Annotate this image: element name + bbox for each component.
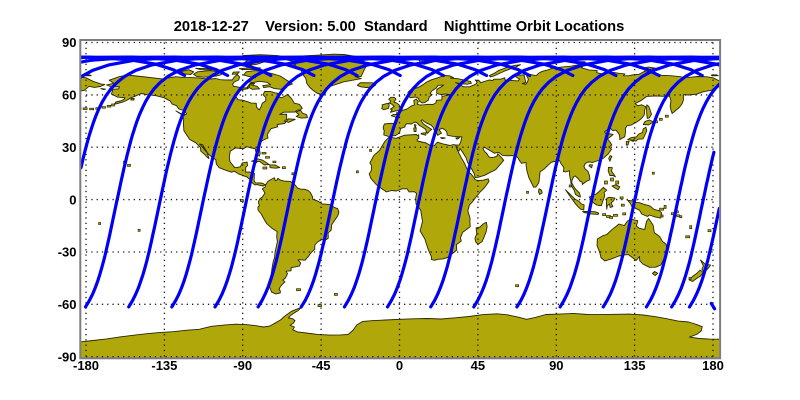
- svg-text:-45: -45: [312, 358, 331, 373]
- svg-text:0: 0: [396, 358, 403, 373]
- svg-text:-60: -60: [58, 297, 77, 312]
- svg-text:180: 180: [702, 358, 724, 373]
- svg-text:0: 0: [69, 192, 76, 207]
- svg-text:30: 30: [62, 140, 76, 155]
- svg-text:-90: -90: [58, 349, 77, 364]
- svg-text:45: 45: [471, 358, 485, 373]
- svg-text:-90: -90: [233, 358, 252, 373]
- svg-text:90: 90: [62, 35, 76, 50]
- svg-text:2018-12-27 Version: 5.00 S: 2018-12-27 Version: 5.00 Standard Nightt…: [174, 19, 625, 35]
- svg-text:90: 90: [549, 358, 563, 373]
- svg-text:-135: -135: [151, 358, 177, 373]
- svg-text:-30: -30: [58, 245, 77, 260]
- svg-text:60: 60: [62, 88, 76, 103]
- svg-text:135: 135: [624, 358, 646, 373]
- svg-text:-180: -180: [73, 358, 99, 373]
